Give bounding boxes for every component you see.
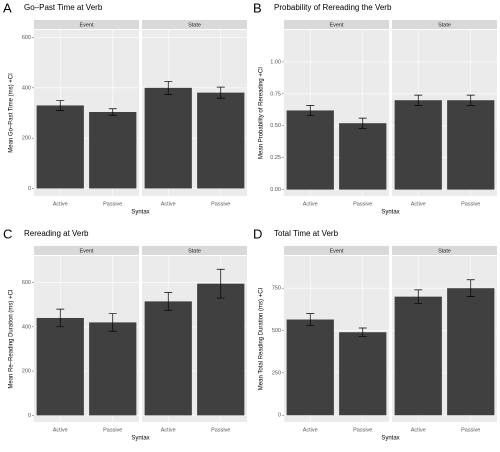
bar bbox=[36, 105, 84, 189]
y-tick-label: 0 bbox=[28, 186, 31, 192]
x-tick-label: Active bbox=[53, 201, 68, 207]
error-bar bbox=[358, 117, 367, 129]
facet-strip bbox=[284, 20, 389, 29]
y-tick-label: 0 bbox=[28, 413, 31, 419]
y-tick-label: 250 bbox=[272, 370, 281, 376]
y-tick-label: 0.75 bbox=[270, 91, 281, 97]
x-tick-label: Active bbox=[161, 427, 176, 433]
x-tick-label: Passive bbox=[461, 201, 480, 207]
error-bar bbox=[108, 108, 117, 116]
x-tick-label: Passive bbox=[353, 427, 372, 433]
y-tick-label: 0 bbox=[278, 413, 281, 419]
facet-strip bbox=[392, 20, 497, 29]
error-bar bbox=[216, 268, 225, 299]
facet-label: Event bbox=[329, 248, 344, 254]
y-tick-label: 400 bbox=[22, 324, 31, 330]
error-bar bbox=[216, 86, 225, 99]
y-axis-label: Mean Go–Past Time (ms) +CI bbox=[9, 73, 15, 153]
facet-label: State bbox=[438, 248, 451, 254]
bar bbox=[339, 332, 387, 416]
error-bar bbox=[56, 308, 65, 328]
y-tick-label: 0.00 bbox=[270, 187, 281, 193]
x-tick-label: Active bbox=[303, 427, 318, 433]
x-axis-label: Syntax bbox=[131, 436, 149, 442]
y-tick-label: 0.25 bbox=[270, 155, 281, 161]
x-tick-label: Active bbox=[303, 201, 318, 207]
panel-letter: B bbox=[253, 0, 262, 15]
x-tick-label: Passive bbox=[211, 201, 230, 207]
error-bar bbox=[414, 289, 423, 304]
x-tick-label: Active bbox=[411, 427, 426, 433]
facet-strip bbox=[142, 20, 247, 29]
bar bbox=[36, 317, 84, 416]
panel-letter: D bbox=[253, 226, 262, 241]
bar bbox=[286, 110, 334, 190]
facet-strip bbox=[34, 246, 139, 255]
panel-letter: A bbox=[3, 0, 12, 15]
panel-title: Probability of Rereading the Verb bbox=[274, 3, 392, 12]
error-bar bbox=[108, 313, 117, 332]
error-bar bbox=[306, 104, 315, 116]
panel-title: Total Time at Verb bbox=[274, 229, 339, 238]
bar bbox=[394, 296, 442, 416]
y-tick-label: 750 bbox=[272, 286, 281, 292]
error-bar bbox=[466, 94, 475, 106]
facet-strip bbox=[142, 246, 247, 255]
bar bbox=[89, 322, 137, 416]
y-tick-label: 200 bbox=[22, 369, 31, 375]
y-tick-label: 400 bbox=[22, 85, 31, 91]
x-tick-label: Active bbox=[53, 427, 68, 433]
facet-strip bbox=[392, 246, 497, 255]
x-axis-label: Syntax bbox=[381, 436, 399, 442]
x-tick-label: Passive bbox=[461, 427, 480, 433]
x-axis-label: Syntax bbox=[131, 210, 149, 216]
x-tick-label: Active bbox=[411, 201, 426, 207]
y-axis-label: Mean Re–Reading Duration (ms) +CI bbox=[9, 289, 15, 389]
bar bbox=[394, 100, 442, 190]
facet-label: State bbox=[438, 22, 451, 28]
error-bar bbox=[466, 279, 475, 298]
panel-title: Go–Past Time at Verb bbox=[24, 3, 103, 12]
facet-strip bbox=[34, 20, 139, 29]
error-bar bbox=[414, 94, 423, 106]
bar bbox=[339, 123, 387, 190]
error-bar bbox=[306, 313, 315, 326]
bar bbox=[447, 288, 495, 416]
bar bbox=[144, 301, 192, 416]
facet-strip bbox=[284, 246, 389, 255]
error-bar bbox=[358, 327, 367, 337]
facet-label: Event bbox=[329, 22, 344, 28]
y-axis-label: Mean Probability of Rereading +CI bbox=[259, 67, 265, 159]
y-tick-label: 600 bbox=[22, 35, 31, 41]
x-tick-label: Passive bbox=[103, 201, 122, 207]
bar bbox=[286, 319, 334, 416]
x-tick-label: Passive bbox=[211, 427, 230, 433]
y-tick-label: 200 bbox=[22, 136, 31, 142]
panel-title: Rereading at Verb bbox=[24, 229, 89, 238]
x-tick-label: Passive bbox=[103, 427, 122, 433]
bar bbox=[144, 87, 192, 189]
facet-label: Event bbox=[79, 248, 94, 254]
facet-label: Event bbox=[79, 22, 94, 28]
error-bar bbox=[164, 292, 173, 311]
bar bbox=[197, 92, 245, 189]
y-axis-label: Mean Total Reading Duration (ms) +CI bbox=[259, 287, 265, 390]
x-axis-label: Syntax bbox=[381, 210, 399, 216]
bar bbox=[89, 111, 137, 189]
facet-label: State bbox=[188, 248, 201, 254]
y-tick-label: 600 bbox=[22, 280, 31, 286]
panel-letter: C bbox=[3, 226, 12, 241]
bar bbox=[447, 100, 495, 190]
y-tick-label: 500 bbox=[272, 328, 281, 334]
facet-label: State bbox=[188, 22, 201, 28]
error-bar bbox=[56, 100, 65, 111]
error-bar bbox=[164, 80, 173, 95]
y-tick-label: 1.00 bbox=[270, 59, 281, 65]
bar bbox=[197, 283, 245, 416]
x-tick-label: Passive bbox=[353, 201, 372, 207]
y-tick-label: 0.50 bbox=[270, 123, 281, 129]
x-tick-label: Active bbox=[161, 201, 176, 207]
